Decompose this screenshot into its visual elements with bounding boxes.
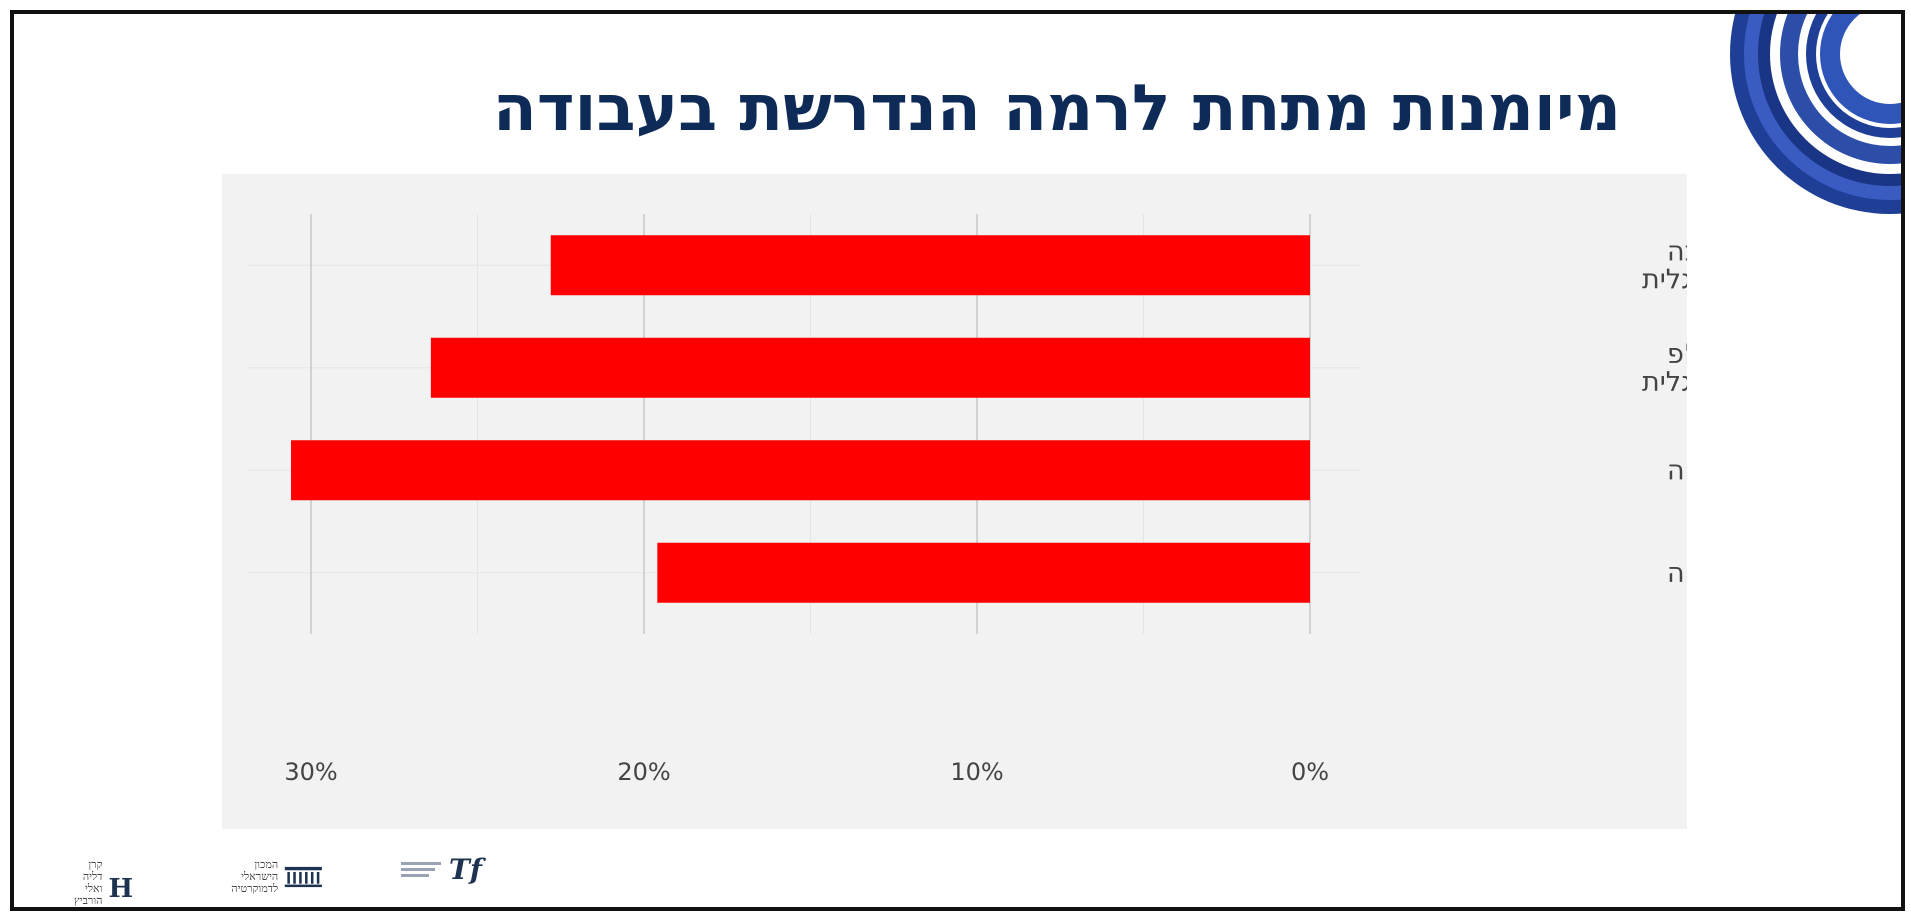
category-label: מתמטיקה (1667, 558, 1687, 589)
institute-building-icon (285, 866, 323, 888)
page-title: מיומנות מתחת לרמה הנדרשת בעבודה (492, 72, 1621, 146)
logo-institute-text: המכון הישראלי לדמוקרטיה (231, 858, 279, 895)
chart-plot-area: 0%10%20%30%הבנת הנקרא וכתיבהבאנגליתיכולת… (222, 174, 1687, 829)
slide: מיומנות מתחת לרמה הנדרשת בעבודה 0% 10% 20%… (10, 10, 1905, 911)
bar (430, 337, 1310, 398)
logo-israel-democracy-institute: המכון הישראלי לדמוקרטיה (224, 859, 323, 895)
x-tick-label: 0% (1291, 758, 1329, 786)
x-tick-label: 10% (950, 758, 1003, 786)
logo-horowitz-text: קרן דליה ואלי הורביץ בע"מ (74, 858, 103, 908)
category-label-line: מתמטיקה (1667, 558, 1687, 589)
category-label: יכולת ביטוי בע"פבאנגלית (1642, 339, 1687, 398)
category-label: מחשבים ואלקטרוניקה (1667, 455, 1687, 486)
category-label-line: מחשבים ואלקטרוניקה (1667, 455, 1687, 486)
bar (291, 440, 1310, 501)
logo-h-mark: H (108, 874, 134, 904)
x-tick-label: 20% (617, 758, 670, 786)
category-label: הבנת הנקרא וכתיבהבאנגלית (1642, 236, 1687, 295)
bar (550, 235, 1310, 296)
logo-horowitz-foundation: H קרן דליה ואלי הורביץ בע"מ (74, 858, 134, 908)
category-label-line: הבנת הנקרא וכתיבה (1667, 236, 1687, 267)
category-label-line: באנגלית (1642, 264, 1687, 295)
category-label-line: יכולת ביטוי בע"פ (1667, 339, 1687, 370)
decorative-arcs (1730, 14, 1901, 214)
bar (657, 542, 1310, 603)
bar-chart: 0%10%20%30%הבנת הנקרא וכתיבהבאנגליתיכולת… (247, 214, 1687, 786)
category-label-line: באנגלית (1642, 367, 1687, 398)
tf-seal-icon (401, 861, 441, 877)
logo-tf-foundation: Tf (399, 853, 482, 886)
x-tick-label: 30% (284, 758, 337, 786)
logo-tf-mark: Tf (449, 853, 482, 886)
